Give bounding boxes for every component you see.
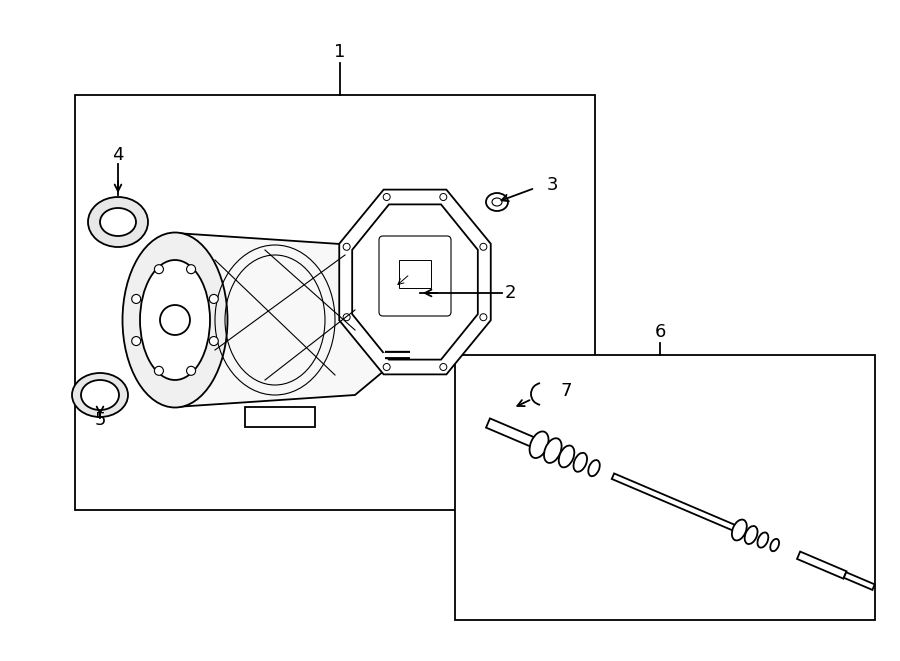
Text: 6: 6 — [654, 323, 666, 341]
Ellipse shape — [343, 314, 350, 321]
Ellipse shape — [744, 526, 758, 544]
Ellipse shape — [72, 373, 128, 417]
Ellipse shape — [383, 194, 391, 200]
Ellipse shape — [732, 520, 747, 541]
Polygon shape — [339, 190, 491, 374]
Polygon shape — [486, 418, 536, 447]
Text: 3: 3 — [546, 176, 558, 194]
Polygon shape — [797, 551, 847, 578]
Polygon shape — [175, 233, 395, 407]
Text: 7: 7 — [560, 382, 572, 400]
Ellipse shape — [529, 432, 548, 458]
Text: 5: 5 — [94, 411, 106, 429]
Ellipse shape — [758, 533, 769, 547]
Ellipse shape — [186, 264, 195, 274]
Ellipse shape — [131, 294, 140, 303]
Polygon shape — [844, 572, 875, 590]
Ellipse shape — [480, 243, 487, 251]
Ellipse shape — [122, 233, 228, 407]
Ellipse shape — [210, 294, 219, 303]
Ellipse shape — [383, 364, 391, 371]
Ellipse shape — [155, 264, 164, 274]
Ellipse shape — [480, 314, 487, 321]
Ellipse shape — [440, 194, 446, 200]
Ellipse shape — [559, 446, 574, 467]
Ellipse shape — [573, 453, 587, 472]
Bar — [399, 260, 431, 288]
Polygon shape — [245, 407, 315, 427]
Ellipse shape — [544, 438, 562, 463]
Ellipse shape — [100, 208, 136, 236]
Ellipse shape — [81, 380, 119, 410]
FancyBboxPatch shape — [379, 236, 451, 316]
Ellipse shape — [131, 336, 140, 346]
Text: 2: 2 — [504, 284, 516, 302]
Ellipse shape — [440, 364, 446, 371]
Polygon shape — [125, 308, 175, 332]
Ellipse shape — [210, 336, 219, 346]
Ellipse shape — [186, 366, 195, 375]
Ellipse shape — [343, 243, 350, 251]
Bar — [455, 355, 875, 620]
Ellipse shape — [160, 305, 190, 335]
Ellipse shape — [770, 539, 779, 551]
Ellipse shape — [155, 366, 164, 375]
Polygon shape — [612, 473, 746, 535]
Text: 1: 1 — [334, 43, 346, 61]
Ellipse shape — [589, 460, 599, 476]
Polygon shape — [75, 95, 595, 510]
Ellipse shape — [140, 260, 210, 380]
Ellipse shape — [492, 198, 502, 206]
Text: 4: 4 — [112, 146, 124, 164]
Polygon shape — [352, 204, 478, 360]
Ellipse shape — [88, 197, 148, 247]
Ellipse shape — [486, 193, 508, 211]
